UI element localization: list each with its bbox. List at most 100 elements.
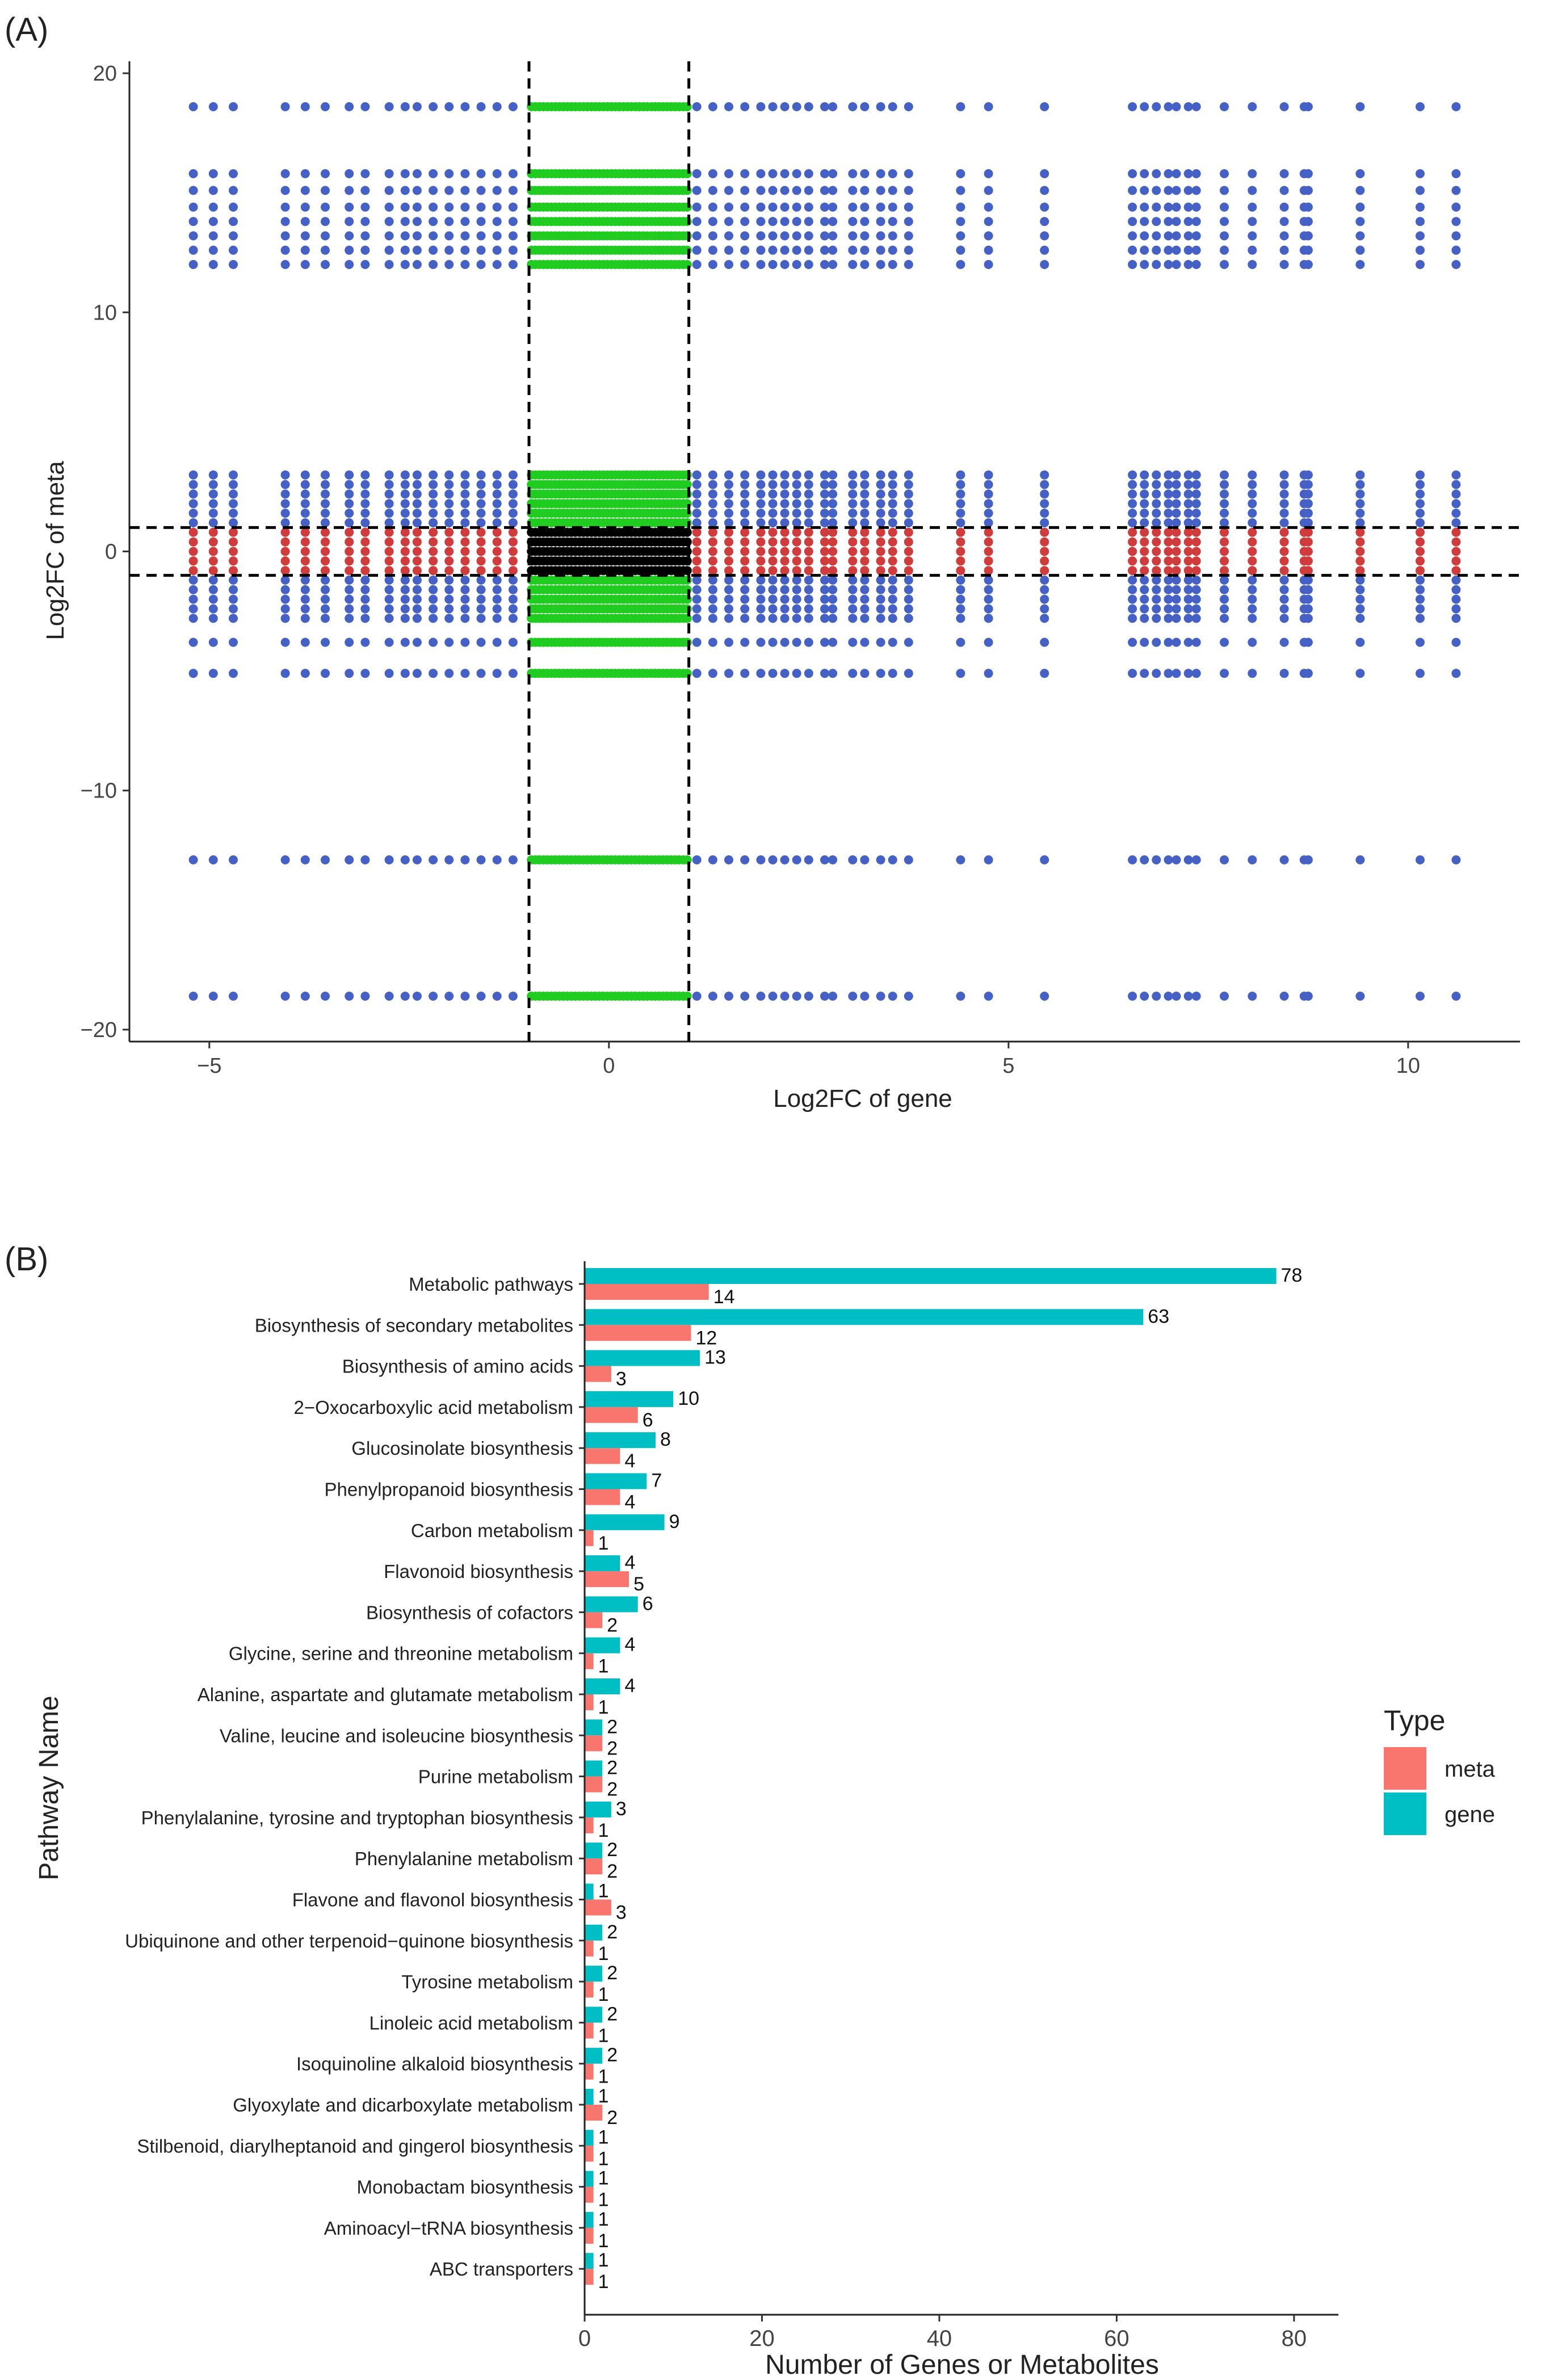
data-point — [321, 202, 330, 212]
data-point — [708, 855, 717, 864]
data-point — [444, 186, 454, 195]
data-point — [804, 231, 813, 241]
data-point — [860, 260, 870, 269]
data-point — [384, 509, 394, 518]
data-point — [345, 186, 354, 195]
data-point — [280, 470, 290, 480]
data-point — [360, 614, 370, 623]
data-point — [682, 509, 692, 518]
data-point — [492, 527, 502, 537]
data-point — [860, 637, 870, 647]
data-point — [476, 245, 486, 255]
data-point — [1172, 260, 1181, 269]
data-point — [682, 245, 692, 255]
category-label: Carbon metabolism — [411, 1520, 573, 1541]
legend-title: Type — [1384, 1705, 1445, 1736]
data-point — [321, 186, 330, 195]
data-point — [280, 855, 290, 864]
data-point — [1172, 992, 1181, 1001]
data-label-gene: 2 — [607, 2003, 618, 2025]
data-point — [412, 186, 422, 195]
data-point — [460, 669, 470, 678]
data-point — [1172, 489, 1181, 499]
data-point — [1355, 855, 1365, 864]
data-point — [1140, 489, 1149, 499]
data-point — [300, 537, 310, 547]
data-point — [1164, 637, 1173, 647]
data-point — [780, 604, 790, 614]
data-point — [492, 470, 502, 480]
data-point — [724, 231, 733, 241]
data-point — [828, 594, 838, 604]
data-point — [360, 556, 370, 566]
bar-meta — [585, 2186, 594, 2203]
data-point — [1191, 556, 1201, 566]
data-point — [888, 614, 897, 623]
data-point — [1355, 576, 1365, 585]
data-point — [692, 614, 702, 623]
data-point — [1248, 614, 1257, 623]
data-point — [300, 547, 310, 556]
data-label-gene: 2 — [607, 1921, 618, 1943]
data-point — [188, 217, 198, 226]
data-point — [1248, 556, 1257, 566]
data-point — [724, 537, 733, 547]
data-point — [756, 186, 766, 195]
data-point — [229, 576, 238, 585]
data-point — [904, 169, 913, 178]
data-point — [724, 186, 733, 195]
data-point — [384, 260, 394, 269]
data-point — [888, 186, 897, 195]
data-point — [345, 537, 354, 547]
data-point — [956, 537, 965, 547]
data-point — [1355, 169, 1365, 178]
category-label: Flavone and flavonol biosynthesis — [292, 1890, 573, 1911]
data-point — [360, 480, 370, 489]
data-point — [1140, 594, 1149, 604]
data-point — [876, 604, 885, 614]
data-point — [360, 547, 370, 556]
data-point — [229, 547, 238, 556]
data-point — [1416, 231, 1425, 241]
data-point — [412, 231, 422, 241]
data-point — [956, 509, 965, 518]
data-point — [1128, 499, 1137, 509]
data-point — [956, 202, 965, 212]
data-point — [820, 480, 829, 489]
data-label-gene: 1 — [598, 2249, 609, 2271]
data-point — [444, 102, 454, 111]
data-point — [682, 480, 692, 489]
data-point — [429, 102, 438, 111]
data-point — [1248, 260, 1257, 269]
data-point — [384, 547, 394, 556]
data-point — [1164, 186, 1173, 195]
data-point — [1164, 585, 1173, 594]
data-point — [904, 576, 913, 585]
bar-gene — [585, 2130, 594, 2146]
data-point — [412, 527, 422, 537]
data-point — [956, 186, 965, 195]
data-point — [1040, 566, 1049, 576]
data-point — [780, 527, 790, 537]
data-point — [848, 527, 858, 537]
data-point — [768, 202, 778, 212]
data-point — [768, 470, 778, 480]
data-point — [384, 576, 394, 585]
data-point — [188, 576, 198, 585]
data-point — [1279, 537, 1289, 547]
data-point — [1172, 231, 1181, 241]
data-point — [724, 585, 733, 594]
data-point — [1248, 217, 1257, 226]
data-point — [1416, 585, 1425, 594]
data-point — [1279, 186, 1289, 195]
data-label-meta: 2 — [607, 1737, 618, 1759]
data-point — [708, 470, 717, 480]
data-point — [208, 576, 218, 585]
data-point — [345, 556, 354, 566]
data-point — [768, 231, 778, 241]
legend-swatch-gene — [1384, 1793, 1426, 1835]
data-point — [682, 585, 692, 594]
data-point — [724, 489, 733, 499]
data-point — [756, 604, 766, 614]
data-point — [1220, 102, 1229, 111]
